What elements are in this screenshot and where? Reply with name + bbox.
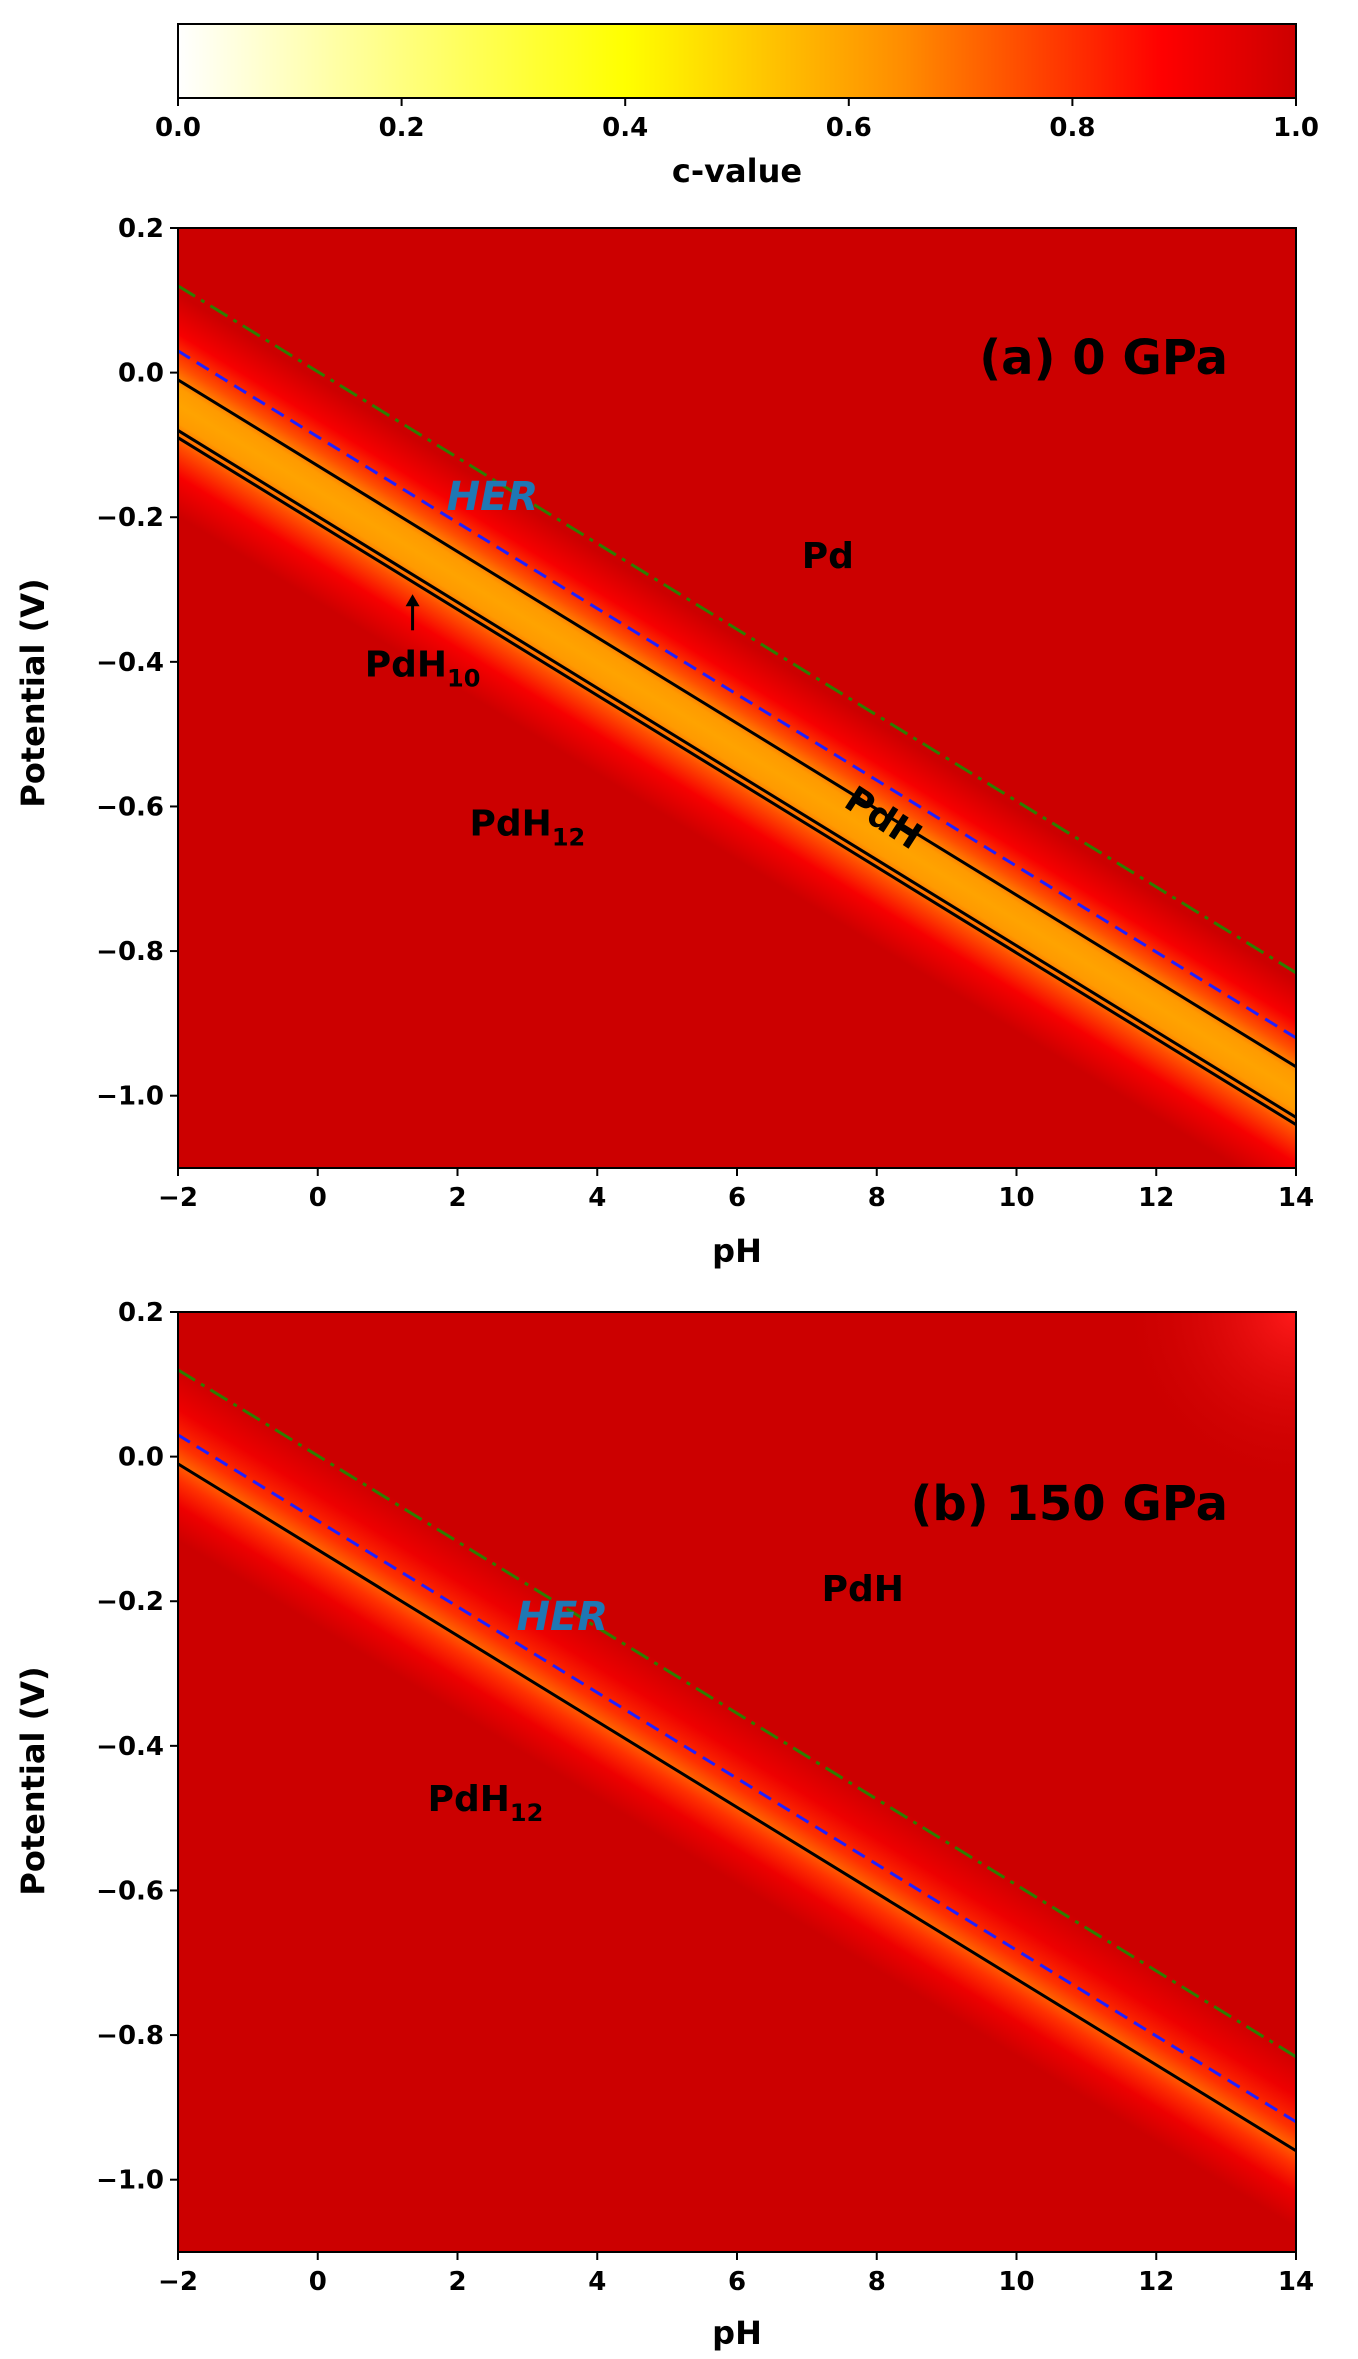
x-tick-label: 14 xyxy=(1278,1183,1314,1213)
colorbar-tick-label: 0.2 xyxy=(379,113,425,143)
x-tick-label: 14 xyxy=(1278,2267,1314,2297)
x-tick-label: 12 xyxy=(1138,2267,1174,2297)
y-tick-label: −0.6 xyxy=(96,792,164,822)
x-tick-label: 8 xyxy=(868,2267,886,2297)
region-label: PdH10 xyxy=(365,644,481,692)
x-tick-label: 6 xyxy=(728,2267,746,2297)
region-label-subscript: 12 xyxy=(552,823,585,851)
colorbar-label: c-value xyxy=(672,152,802,190)
x-tick-label: 10 xyxy=(998,1183,1034,1213)
y-tick-label: −0.8 xyxy=(96,2021,164,2051)
colorbar-tick-label: 0.8 xyxy=(1049,113,1095,143)
her-label: HER xyxy=(517,1594,609,1640)
y-tick-label: −1.0 xyxy=(96,2166,164,2196)
region-label-subscript: 10 xyxy=(447,664,480,692)
x-tick-label: 12 xyxy=(1138,1183,1174,1213)
region-label: PdH xyxy=(822,1569,904,1610)
x-tick-label: 4 xyxy=(588,2267,606,2297)
y-tick-label: 0.2 xyxy=(118,1298,164,1328)
x-tick-label: 2 xyxy=(448,1183,466,1213)
panel-title: (b) 150 GPa xyxy=(910,1476,1228,1532)
region-label: Pd xyxy=(802,536,854,577)
colorbar-tick-label: 0.0 xyxy=(155,113,201,143)
boundary-line-solid xyxy=(178,436,1296,1126)
y-tick-label: −0.8 xyxy=(96,937,164,967)
boundary-line-dash-dot xyxy=(178,284,1296,975)
x-tick-label: 2 xyxy=(448,2267,466,2297)
colorbar-ticks: 0.0 0.2 0.4 0.6 0.8 1.0 xyxy=(155,98,1319,143)
boundary-line-dash-dot xyxy=(178,1368,1296,2059)
colorbar-tick-label: 0.4 xyxy=(602,113,648,143)
y-tick-label: 0.2 xyxy=(118,214,164,244)
x-tick-label: 0 xyxy=(309,1183,327,1213)
her-label: HER xyxy=(447,474,539,520)
x-tick-label: −2 xyxy=(158,1183,198,1213)
boundary-line-solid xyxy=(178,1462,1296,2153)
arrow-head xyxy=(405,594,420,607)
y-tick-label: −0.2 xyxy=(96,503,164,533)
x-tick-label: 8 xyxy=(868,1183,886,1213)
y-tick-label: −0.4 xyxy=(96,648,164,678)
colorbar-tick-label: 0.6 xyxy=(826,113,872,143)
y-tick-label: −0.4 xyxy=(96,1732,164,1762)
colorbar-gradient xyxy=(177,23,1297,99)
x-tick-label: 0 xyxy=(309,2267,327,2297)
x-tick-label: 4 xyxy=(588,1183,606,1213)
panel-b-xlabel: pH xyxy=(712,2314,762,2352)
colorbar: 0.0 0.2 0.4 0.6 0.8 1.0 c-value xyxy=(155,23,1319,190)
y-tick-label: −0.2 xyxy=(96,1587,164,1617)
y-tick-label: 0.0 xyxy=(118,1443,164,1473)
x-tick-label: 10 xyxy=(998,2267,1034,2297)
panel-b: Potential (V) pH −2 0 2 4 6 8 10 12 14 0.2 0.0 −0.2… xyxy=(14,1298,1314,2352)
panel-a: Potential (V) pH −2 0 2 4 6 8 10 12 14 0.2 0.0 −0.2… xyxy=(14,214,1314,1270)
heatmap-corner-glow xyxy=(178,1312,1296,2252)
panel-a-xlabel: pH xyxy=(712,1232,762,1270)
panel-b-ylabel: Potential (V) xyxy=(14,1666,52,1895)
panel-title: (a) 0 GPa xyxy=(979,330,1228,386)
y-tick-label: −0.6 xyxy=(96,1876,164,1906)
y-tick-label: −1.0 xyxy=(96,1082,164,1112)
boundary-line-solid xyxy=(178,429,1296,1119)
y-tick-label: 0.0 xyxy=(118,359,164,389)
x-tick-label: −2 xyxy=(158,2267,198,2297)
x-tick-label: 6 xyxy=(728,1183,746,1213)
region-label-subscript: 12 xyxy=(510,1799,543,1827)
colorbar-tick-label: 1.0 xyxy=(1273,113,1319,143)
boundary-line-solid xyxy=(178,378,1296,1069)
panel-a-ylabel: Potential (V) xyxy=(14,578,52,807)
